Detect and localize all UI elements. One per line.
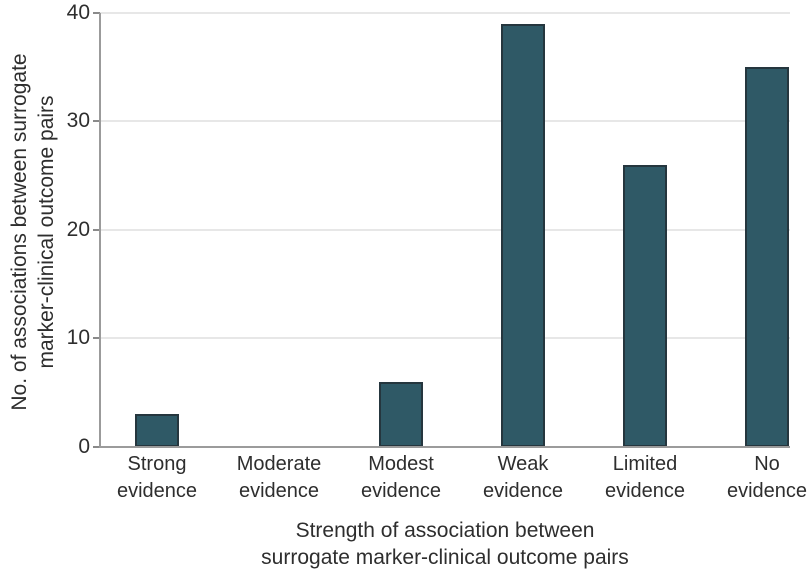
- y-tick-label: 10: [66, 326, 90, 349]
- bar: [623, 165, 667, 447]
- y-tick-mark: [93, 229, 100, 231]
- y-tick-label: 20: [66, 218, 90, 241]
- y-axis-line: [99, 13, 101, 447]
- grid-line: [100, 12, 790, 14]
- grid-line: [100, 120, 790, 122]
- x-category-label: No evidence: [726, 453, 808, 502]
- bar: [745, 67, 789, 447]
- y-tick-label: 30: [66, 109, 90, 132]
- x-category-label: Moderate evidence: [236, 453, 322, 502]
- x-axis-line: [99, 446, 790, 448]
- y-tick-mark: [93, 337, 100, 339]
- bar: [135, 414, 179, 447]
- y-tick-label: 40: [66, 1, 90, 24]
- bar: [501, 24, 545, 447]
- bar: [379, 382, 423, 447]
- y-tick-mark: [93, 120, 100, 122]
- y-tick-label: 0: [78, 435, 90, 458]
- grid-line: [100, 229, 790, 231]
- x-category-label: Limited evidence: [604, 453, 686, 502]
- x-category-label: Strong evidence: [116, 453, 198, 502]
- grid-line: [100, 337, 790, 339]
- x-category-label: Modest evidence: [360, 453, 442, 502]
- x-axis-title: Strength of association between surrogat…: [261, 519, 629, 569]
- x-category-label: Weak evidence: [482, 453, 564, 502]
- y-tick-mark: [93, 446, 100, 448]
- y-tick-mark: [93, 12, 100, 14]
